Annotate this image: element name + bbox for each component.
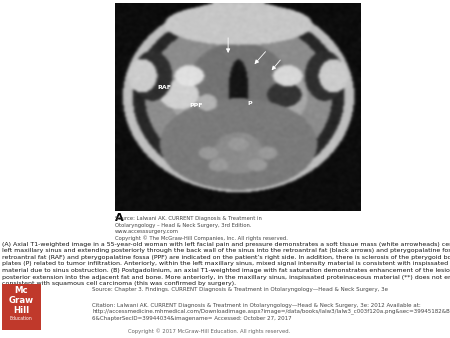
Text: Source: Chapter 3. Findings. CURRENT Diagnosis & Treatment in Otolaryngology—Hea: Source: Chapter 3. Findings. CURRENT Dia… [92,287,388,292]
Text: Education: Education [10,316,33,321]
Text: P: P [248,101,252,106]
Text: Source: Lalwani AK. CURRENT Diagnosis & Treatment in
Otolaryngology – Head & Nec: Source: Lalwani AK. CURRENT Diagnosis & … [115,216,288,241]
FancyBboxPatch shape [2,284,40,330]
Text: RAF: RAF [157,84,171,90]
Text: Hill: Hill [14,306,29,315]
Text: Mc: Mc [14,286,28,295]
Text: PPF: PPF [189,103,202,108]
Text: Citation: Lalwani AK. CURRENT Diagnosis & Treatment in Otolaryngology—Head & Nec: Citation: Lalwani AK. CURRENT Diagnosis … [92,303,450,321]
Text: Copyright © 2017 McGraw-Hill Education. All rights reserved.: Copyright © 2017 McGraw-Hill Education. … [128,328,291,334]
Text: (A) Axial T1-weighted image in a 55-year-old woman with left facial pain and pre: (A) Axial T1-weighted image in a 55-year… [2,242,450,286]
Text: A: A [115,213,123,223]
Text: Graw: Graw [9,296,34,305]
